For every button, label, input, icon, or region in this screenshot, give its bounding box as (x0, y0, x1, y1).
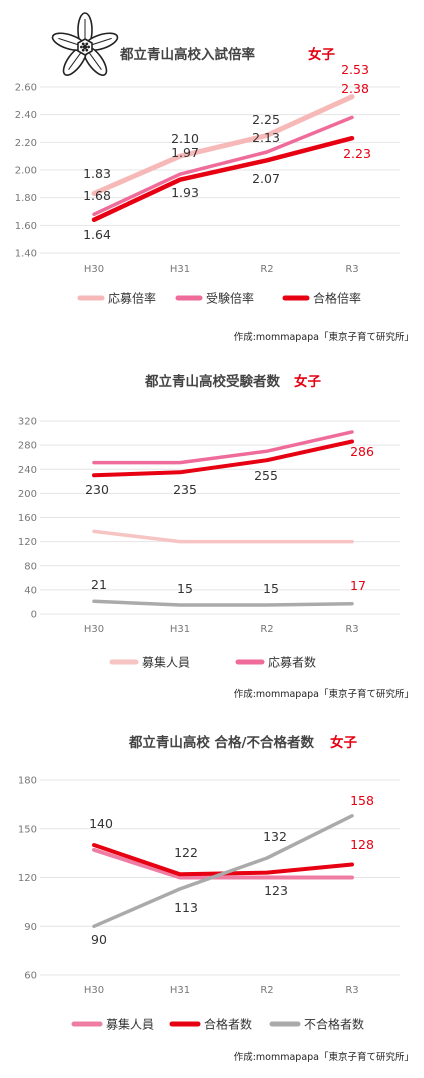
x-tick-label: R3 (345, 264, 358, 275)
data-label: 132 (263, 829, 287, 844)
data-label: 2.10 (171, 131, 199, 146)
y-tick-label: 280 (18, 441, 37, 452)
data-label: 15 (177, 581, 193, 596)
chart-title: 都立青山高校入試倍率 (119, 46, 255, 63)
chart-title: 都立青山高校受験者数 (144, 373, 280, 390)
x-tick-label: H30 (84, 264, 104, 275)
data-label: 17 (350, 578, 366, 593)
data-label: 235 (173, 482, 197, 497)
x-tick-label: R3 (345, 624, 358, 635)
series-line (92, 529, 354, 544)
legend-label: 合格倍率 (313, 291, 361, 306)
data-label: 90 (91, 932, 107, 947)
data-label: 123 (264, 883, 288, 898)
series-line (92, 115, 354, 217)
series-line (92, 439, 354, 478)
series-line (91, 135, 355, 223)
data-label: 286 (350, 444, 374, 459)
x-tick-label: R2 (260, 264, 273, 275)
y-tick-label: 180 (18, 776, 37, 787)
legend-label: 応募者数 (268, 655, 316, 670)
applicants-chart: 都立青山高校受験者数 女子 0 40 80 120 160 200 240 280 320 H30… (18, 373, 414, 700)
credit-text: 作成:mommapapa「東京子育て研究所」 (234, 331, 414, 343)
y-tick-label: 320 (18, 417, 37, 428)
data-label: 230 (85, 482, 109, 497)
series-line (92, 847, 354, 880)
series-line (92, 843, 354, 877)
school-emblem-icon (51, 12, 119, 76)
data-label: 122 (174, 845, 198, 860)
legend-label: 応募倍率 (108, 291, 156, 306)
x-tick-label: R3 (345, 985, 358, 996)
y-tick-label: 1.40 (15, 249, 37, 260)
data-label: 1.64 (83, 227, 111, 242)
chart-title: 都立青山高校 合格/不合格者数 (128, 734, 315, 751)
y-tick-label: 2.60 (15, 83, 37, 94)
data-label: 255 (254, 468, 278, 483)
credit-text: 作成:mommapapa「東京子育て研究所」 (234, 688, 414, 700)
data-label: 1.68 (83, 188, 111, 203)
y-tick-label: 240 (18, 465, 37, 476)
x-tick-label: H30 (84, 624, 104, 635)
data-label: 15 (263, 581, 279, 596)
data-label: 1.93 (171, 185, 199, 200)
legend-label: 不合格者数 (304, 1017, 364, 1032)
chart-title-suffix: 女子 (294, 373, 321, 390)
data-label: 140 (89, 816, 113, 831)
entrance-ratio-chart: 都立青山高校入試倍率 女子 1.40 1.60 1.80 2.00 2.20 2.40 2.… (15, 46, 414, 343)
pass-fail-chart: 都立青山高校 合格/不合格者数 女子 60 90 120 150 180 H30 H31 R2… (18, 734, 414, 1063)
y-tick-label: 160 (18, 513, 37, 524)
y-tick-label: 2.20 (15, 138, 37, 149)
data-label: 1.83 (83, 166, 111, 181)
y-tick-label: 1.80 (15, 193, 37, 204)
series-line (91, 94, 355, 196)
legend-label: 募集人員 (106, 1017, 154, 1032)
legend-label: 募集人員 (142, 655, 190, 670)
data-label: 2.38 (341, 81, 369, 96)
data-label: 2.07 (252, 171, 280, 186)
data-label: 2.25 (252, 112, 280, 127)
x-tick-label: H31 (170, 985, 190, 996)
y-tick-label: 200 (18, 489, 37, 500)
data-label: 128 (350, 837, 374, 852)
y-tick-label: 150 (18, 824, 37, 835)
chart-title-suffix: 女子 (308, 46, 335, 63)
y-tick-label: 120 (18, 537, 37, 548)
y-tick-label: 1.60 (15, 221, 37, 232)
chart-title-suffix: 女子 (330, 734, 357, 751)
data-label: 21 (91, 577, 107, 592)
y-tick-label: 90 (24, 922, 37, 933)
x-tick-label: H31 (170, 624, 190, 635)
data-label: 2.23 (343, 146, 371, 161)
y-tick-label: 2.40 (15, 110, 37, 121)
x-tick-label: R2 (260, 624, 273, 635)
y-tick-label: 40 (24, 585, 37, 596)
x-tick-label: H31 (170, 264, 190, 275)
data-label: 158 (350, 793, 374, 808)
data-label: 1.97 (171, 145, 199, 160)
series-line (92, 430, 354, 465)
y-tick-label: 120 (18, 873, 37, 884)
credit-text: 作成:mommapapa「東京子育て研究所」 (234, 1051, 414, 1063)
data-label: 2.53 (341, 62, 369, 77)
series-line (92, 814, 354, 929)
x-tick-label: R2 (260, 985, 273, 996)
x-tick-label: H30 (84, 985, 104, 996)
y-tick-label: 0 (31, 610, 37, 621)
legend-label: 受験倍率 (206, 291, 254, 306)
legend-label: 合格者数 (204, 1017, 252, 1032)
data-label: 113 (174, 900, 198, 915)
y-tick-label: 80 (24, 561, 37, 572)
data-label: 2.13 (252, 130, 280, 145)
y-tick-label: 2.00 (15, 166, 37, 177)
series-line (92, 599, 354, 607)
y-tick-label: 60 (24, 971, 37, 982)
